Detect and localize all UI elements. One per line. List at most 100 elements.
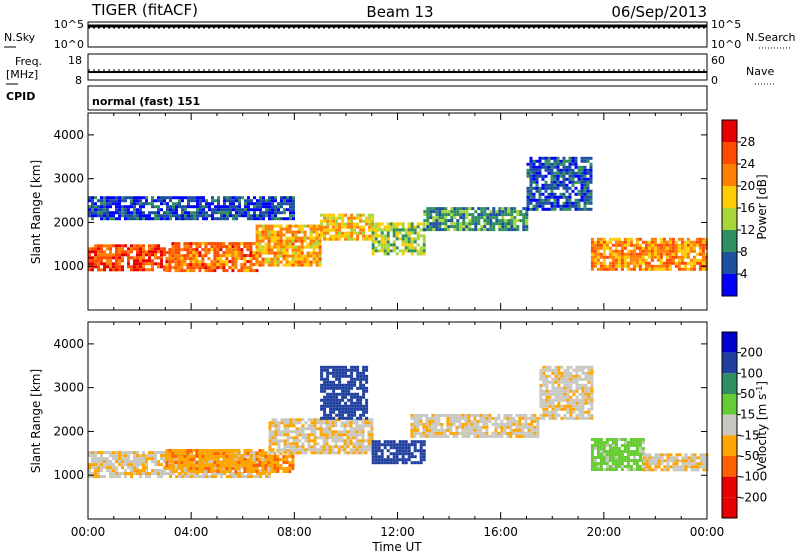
power-cell: [553, 204, 557, 208]
velocity-cell: [243, 452, 247, 455]
velocity-cell: [222, 452, 226, 455]
power-cell: [100, 202, 103, 206]
velocity-cell: [279, 458, 283, 461]
velocity-cell: [350, 383, 354, 387]
power-cell: [583, 195, 587, 199]
velocity-cell: [632, 453, 636, 456]
power-cell: [510, 210, 514, 214]
velocity-cell: [446, 419, 450, 423]
power-cell: [468, 213, 472, 217]
power-cell: [285, 230, 289, 234]
velocity-cell: [356, 392, 360, 396]
velocity-cell: [635, 465, 639, 468]
velocity-cell: [584, 377, 588, 381]
velocity-cell: [407, 443, 411, 447]
power-cell: [228, 251, 232, 255]
velocity-cell: [367, 448, 371, 452]
velocity-cell: [575, 374, 579, 378]
velocity-cell: [301, 451, 305, 455]
velocity-cell: [491, 422, 495, 426]
power-cell: [474, 216, 478, 220]
velocity-cell: [503, 413, 507, 417]
power-cell: [599, 267, 603, 271]
power-cell: [252, 269, 256, 273]
velocity-cell: [316, 436, 320, 440]
power-cell: [136, 196, 139, 200]
velocity-cell: [566, 374, 570, 378]
power-cell: [189, 269, 193, 273]
velocity-cell: [437, 434, 441, 438]
velocity-cell: [482, 425, 486, 429]
velocity-cell: [359, 386, 363, 390]
power-cell: [235, 199, 238, 203]
power-cell: [261, 227, 265, 231]
power-cell: [265, 214, 268, 218]
power-cell: [599, 255, 603, 259]
velocity-cell: [201, 455, 205, 458]
velocity-cell: [154, 463, 157, 467]
velocity-cell: [127, 463, 130, 467]
velocity-cell: [261, 449, 265, 452]
velocity-cell: [165, 467, 169, 470]
velocity-cell: [539, 413, 543, 417]
power-cell: [222, 269, 226, 273]
velocity-cell: [214, 475, 217, 479]
power-cell: [252, 242, 256, 246]
velocity-cell: [605, 462, 609, 465]
power-cell: [626, 249, 630, 253]
power-cell: [614, 240, 618, 244]
velocity-cell: [334, 451, 338, 455]
power-cell: [441, 219, 445, 223]
power-cell: [220, 211, 223, 215]
power-cell: [261, 224, 265, 228]
power-cell: [547, 207, 551, 211]
velocity-cell: [371, 458, 375, 462]
power-cell: [115, 247, 118, 251]
velocity-cell: [687, 456, 691, 460]
power-cell: [91, 205, 94, 209]
power-cell: [683, 264, 687, 268]
velocity-cell: [572, 416, 576, 420]
power-cell: [611, 249, 615, 253]
velocity-cell: [142, 463, 145, 467]
velocity-cell: [207, 467, 211, 470]
velocity-cell: [485, 434, 489, 438]
power-cell: [100, 250, 103, 254]
velocity-cell: [455, 419, 459, 423]
velocity-cell: [548, 365, 552, 369]
power-cell: [450, 210, 454, 214]
velocity-cell: [323, 377, 327, 381]
velocity-cell: [320, 407, 324, 411]
power-cell: [222, 254, 226, 258]
power-cell: [297, 248, 301, 252]
velocity-cell: [228, 452, 232, 455]
velocity-cell: [464, 428, 468, 432]
velocity-cell: [276, 458, 280, 461]
velocity-cell: [280, 448, 284, 452]
velocity-cell: [669, 465, 673, 469]
power-cell: [659, 249, 663, 253]
power-cell: [444, 219, 448, 223]
velocity-cell: [326, 398, 330, 402]
velocity-cell: [593, 441, 597, 444]
velocity-cell: [207, 452, 211, 455]
power-cell: [568, 186, 572, 190]
velocity-cell: [545, 368, 549, 372]
velocity-cell: [687, 459, 691, 463]
power-cell: [289, 199, 292, 203]
velocity-cell: [554, 413, 558, 417]
velocity-cell: [341, 389, 345, 393]
power-cell: [565, 159, 569, 163]
velocity-cell: [626, 456, 630, 459]
colorbar-swatch: [722, 208, 737, 230]
power-cell: [223, 196, 226, 200]
velocity-cell: [446, 434, 450, 438]
power-cell: [635, 243, 639, 247]
velocity-cell: [322, 445, 326, 449]
velocity-cell: [461, 422, 465, 426]
velocity-cell: [554, 416, 558, 420]
velocity-cell: [332, 386, 336, 390]
power-cell: [544, 195, 548, 199]
velocity-cell: [572, 404, 576, 408]
velocity-cell: [533, 416, 537, 420]
